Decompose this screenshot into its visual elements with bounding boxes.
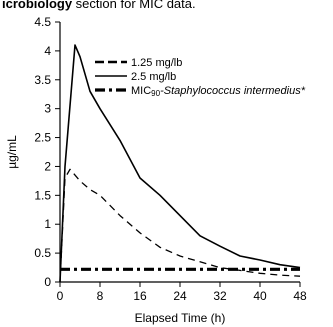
y-tick-label: 4 bbox=[44, 44, 51, 58]
legend-label-3: MIC90-Staphylococcus intermedius* bbox=[131, 85, 306, 98]
legend-label-1: 1.25 mg/lb bbox=[131, 57, 182, 69]
y-axis-label: µg/mL bbox=[5, 135, 19, 169]
y-tick-label: 1 bbox=[44, 217, 51, 231]
x-tick-label: 16 bbox=[133, 289, 147, 303]
x-tick-label: 48 bbox=[293, 289, 307, 303]
y-tick-label: 0.5 bbox=[34, 246, 51, 260]
y-tick-label: 0 bbox=[44, 275, 51, 289]
caption-text: icrobiology section for MIC data. bbox=[2, 0, 196, 11]
chart-series bbox=[59, 44, 301, 283]
caption-rest: section for MIC data. bbox=[72, 0, 196, 11]
series-line-1 bbox=[59, 168, 301, 283]
y-tick-label: 2 bbox=[44, 159, 51, 173]
y-tick-label: 3 bbox=[44, 102, 51, 116]
x-tick-label: 32 bbox=[213, 289, 227, 303]
caption-bold: icrobiology bbox=[2, 0, 73, 11]
chart-legend: 1.25 mg/lb 2.5 mg/lb MIC90-Staphylococcus … bbox=[95, 57, 306, 98]
x-tick-label: 0 bbox=[57, 289, 64, 303]
x-tick-label: 24 bbox=[173, 289, 187, 303]
y-tick-label: 2.5 bbox=[34, 131, 51, 145]
y-tick-label: 3.5 bbox=[34, 73, 51, 87]
series-line-2 bbox=[59, 44, 301, 283]
y-tick-label: 4.5 bbox=[34, 15, 51, 29]
y-tick-label: 1.5 bbox=[34, 188, 51, 202]
chart-axes: 0 0.5 1 1.5 2 2.5 3 3.5 4 4.5 0 8 16 24 32 40 48 bbox=[34, 15, 307, 303]
x-tick-label: 8 bbox=[97, 289, 104, 303]
legend-label-2: 2.5 mg/lb bbox=[131, 71, 176, 83]
x-axis-label: Elapsed Time (h) bbox=[135, 311, 226, 325]
x-tick-label: 40 bbox=[253, 289, 267, 303]
